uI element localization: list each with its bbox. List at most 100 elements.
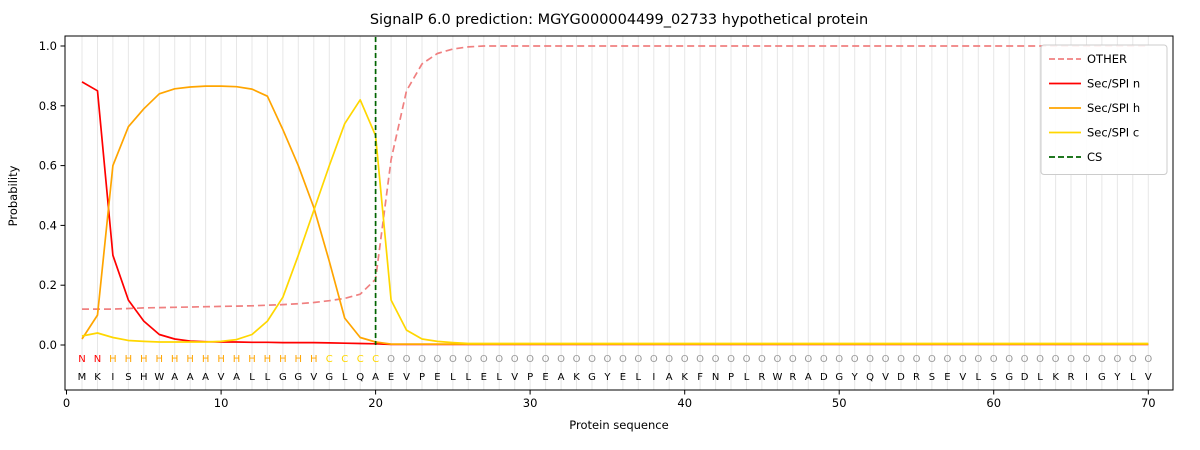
residue-letter: L bbox=[744, 372, 750, 383]
residue-letter: K bbox=[681, 372, 688, 383]
region-letter: O bbox=[588, 354, 596, 365]
residue-letter: S bbox=[125, 372, 131, 383]
chart-title: SignalP 6.0 prediction: MGYG000004499_02… bbox=[370, 12, 868, 28]
residue-letter: P bbox=[728, 372, 734, 383]
region-letter: O bbox=[526, 354, 534, 365]
legend-item-sec-spi-h: Sec/SPI h bbox=[1049, 101, 1140, 115]
probability-series bbox=[81, 45, 1149, 346]
residue-letter: L bbox=[636, 372, 642, 383]
region-letter: O bbox=[433, 354, 441, 365]
region-letter: O bbox=[619, 354, 627, 365]
region-letter: H bbox=[171, 354, 179, 365]
legend: OTHER Sec/SPI n Sec/SPI h Sec/SPI c CS bbox=[1040, 44, 1168, 175]
residue-letter: F bbox=[697, 372, 703, 383]
region-letter: O bbox=[712, 354, 720, 365]
legend-item-label: Sec/SPI h bbox=[1087, 101, 1140, 115]
residue-letter: Q bbox=[866, 372, 874, 383]
residue-letter: N bbox=[712, 372, 719, 383]
region-letter: O bbox=[851, 354, 859, 365]
residue-letter: E bbox=[388, 372, 394, 383]
residue-letter: V bbox=[1145, 372, 1152, 383]
residue-letter: A bbox=[666, 372, 673, 383]
residue-letter: R bbox=[789, 372, 796, 383]
region-letter: H bbox=[156, 354, 164, 365]
region-letter: O bbox=[758, 354, 766, 365]
region-letter: O bbox=[495, 354, 503, 365]
region-letter: H bbox=[233, 354, 241, 365]
x-tick-label: 0 bbox=[63, 396, 70, 410]
region-letter: O bbox=[1144, 354, 1152, 365]
residue-letter: I bbox=[652, 372, 655, 383]
legend-item-cs: CS bbox=[1049, 150, 1102, 164]
residue-letter: L bbox=[466, 372, 472, 383]
residue-letter: K bbox=[1052, 372, 1059, 383]
gridlines bbox=[81, 36, 1149, 390]
residue-letter: V bbox=[959, 372, 966, 383]
region-letter: H bbox=[202, 354, 210, 365]
y-tick-label: 0.4 bbox=[39, 218, 57, 232]
region-letter: O bbox=[866, 354, 874, 365]
residue-letter: A bbox=[187, 372, 194, 383]
x-axis-label: Protein sequence bbox=[569, 418, 668, 432]
region-letter: O bbox=[897, 354, 905, 365]
region-letter: C bbox=[372, 354, 379, 365]
residue-letter: L bbox=[450, 372, 456, 383]
region-letter: O bbox=[1129, 354, 1137, 365]
residue-letter: S bbox=[929, 372, 935, 383]
region-letter: N bbox=[94, 354, 101, 365]
residue-letter: E bbox=[434, 372, 440, 383]
region-letter: O bbox=[1067, 354, 1075, 365]
residue-letter: I bbox=[1085, 372, 1088, 383]
region-letter: O bbox=[1021, 354, 1029, 365]
residue-letter: A bbox=[202, 372, 209, 383]
region-letter: H bbox=[310, 354, 318, 365]
residue-letter: L bbox=[1037, 372, 1043, 383]
x-tick-label: 10 bbox=[214, 396, 229, 410]
y-tick-label: 0.8 bbox=[39, 99, 57, 113]
region-letter: O bbox=[913, 354, 921, 365]
residue-letter: G bbox=[325, 372, 333, 383]
region-letter: H bbox=[279, 354, 287, 365]
region-letter: O bbox=[943, 354, 951, 365]
residue-letter: L bbox=[976, 372, 982, 383]
region-letter: N bbox=[78, 354, 85, 365]
residue-letter: E bbox=[944, 372, 950, 383]
residue-letter: S bbox=[991, 372, 997, 383]
residue-letter: V bbox=[511, 372, 518, 383]
region-letter: O bbox=[773, 354, 781, 365]
region-letter: O bbox=[464, 354, 472, 365]
region-letter: O bbox=[696, 354, 704, 365]
residue-letter: A bbox=[805, 372, 812, 383]
legend-item-label: Sec/SPI n bbox=[1087, 77, 1140, 91]
residue-letter: E bbox=[481, 372, 487, 383]
region-letter: O bbox=[959, 354, 967, 365]
region-letter: H bbox=[125, 354, 133, 365]
region-letter: O bbox=[480, 354, 488, 365]
region-letter: O bbox=[665, 354, 673, 365]
legend-item-label: CS bbox=[1087, 150, 1102, 164]
residue-letter: G bbox=[294, 372, 302, 383]
region-letter: O bbox=[557, 354, 565, 365]
series-line-sec-spi-n bbox=[81, 81, 1149, 346]
residue-letter: G bbox=[588, 372, 596, 383]
region-letter: C bbox=[326, 354, 333, 365]
region-letter: O bbox=[542, 354, 550, 365]
x-axis: 0 10 20 30 40 50 60 70 bbox=[63, 390, 1156, 410]
residue-letter: Y bbox=[1113, 372, 1121, 383]
residue-letter: R bbox=[913, 372, 920, 383]
region-letter: O bbox=[418, 354, 426, 365]
region-letter: H bbox=[248, 354, 256, 365]
region-letter: O bbox=[1113, 354, 1121, 365]
region-letter: O bbox=[387, 354, 395, 365]
region-letter: O bbox=[835, 354, 843, 365]
region-letter: O bbox=[603, 354, 611, 365]
residue-letter: Y bbox=[851, 372, 859, 383]
residue-letter: Q bbox=[356, 372, 364, 383]
series-line-other bbox=[82, 45, 1149, 310]
region-letter: H bbox=[186, 354, 194, 365]
legend-item-other: OTHER bbox=[1049, 52, 1127, 66]
residue-letter: V bbox=[403, 372, 410, 383]
